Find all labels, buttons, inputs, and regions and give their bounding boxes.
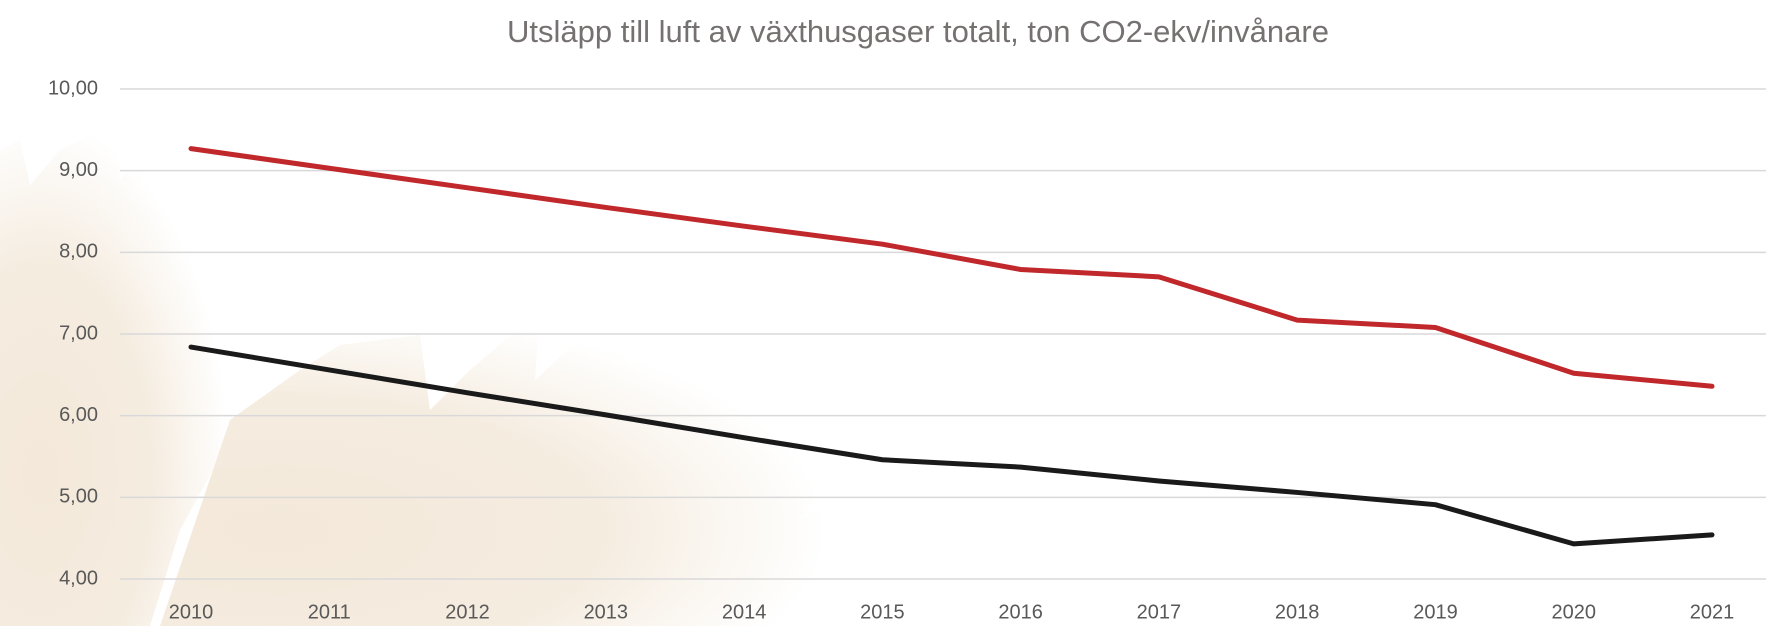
x-tick-label: 2021 (1690, 601, 1735, 623)
x-tick-label: 2014 (722, 601, 767, 623)
x-tick-label: 2020 (1551, 601, 1596, 623)
x-tick-label: 2016 (998, 601, 1043, 623)
x-tick-label: 2019 (1413, 601, 1458, 623)
y-tick-label: 5,00 (59, 486, 98, 508)
x-tick-label: 2012 (445, 601, 490, 623)
y-tick-label: 6,00 (59, 404, 98, 426)
x-tick-label: 2010 (169, 601, 214, 623)
background-flames (0, 120, 945, 626)
y-tick-label: 9,00 (59, 159, 98, 181)
y-tick-label: 8,00 (59, 241, 98, 263)
x-tick-label: 2013 (584, 601, 629, 623)
chart: Utsläpp till luft av växthusgaser totalt… (0, 0, 1766, 626)
y-tick-label: 10,00 (48, 77, 98, 99)
x-tick-label: 2017 (1137, 601, 1182, 623)
x-tick-label: 2018 (1275, 601, 1320, 623)
x-tick-label: 2015 (860, 601, 905, 623)
chart-title: Utsläpp till luft av växthusgaser totalt… (507, 14, 1329, 49)
y-tick-label: 4,00 (59, 567, 98, 589)
x-tick-label: 2011 (308, 601, 351, 623)
y-tick-label: 7,00 (59, 322, 98, 344)
